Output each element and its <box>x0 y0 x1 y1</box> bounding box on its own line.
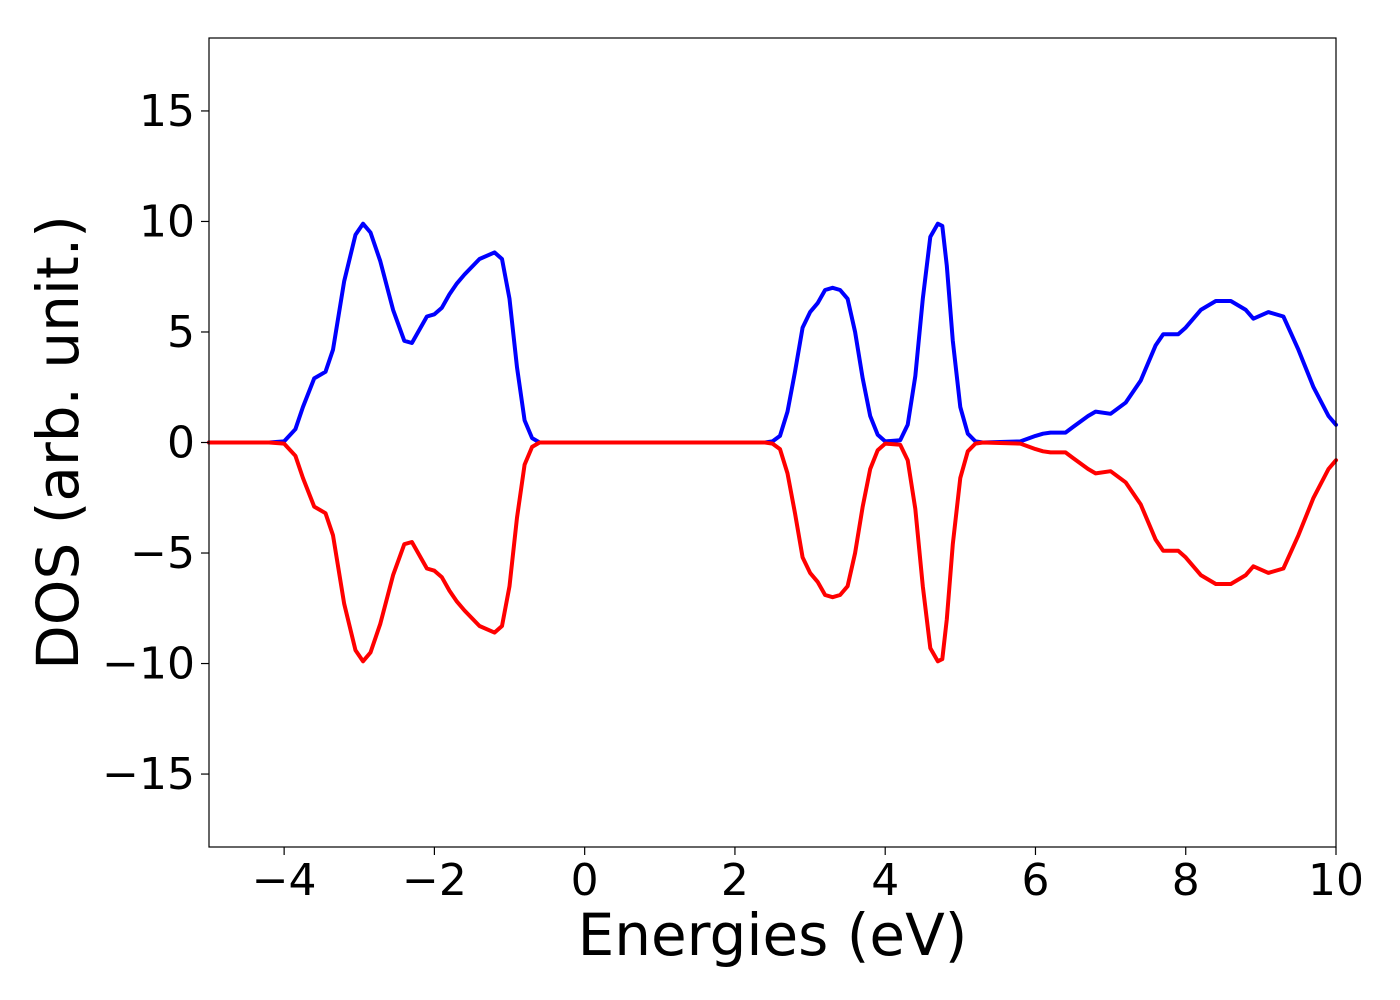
x-tick-label: 10 <box>1308 855 1364 906</box>
y-tick-label: −5 <box>130 528 195 579</box>
y-tick-label: −10 <box>102 639 195 690</box>
dos-spin-up-line <box>207 221 1338 445</box>
dos-spin-down-line <box>207 440 1338 664</box>
series-layer <box>207 221 1338 664</box>
x-axis-label: Energies (eV) <box>578 901 968 969</box>
y-axis-label: DOS (arb. unit.) <box>24 215 92 670</box>
x-tick-label: 4 <box>871 855 899 906</box>
x-tick-label: −4 <box>252 855 317 906</box>
y-axis-ticks: −15 −10 −5 0 5 10 15 <box>102 86 209 800</box>
y-tick-label: 15 <box>139 86 195 137</box>
y-tick-label: 5 <box>167 307 195 358</box>
x-tick-label: 6 <box>1021 855 1049 906</box>
x-tick-label: 0 <box>571 855 599 906</box>
x-tick-label: 2 <box>721 855 749 906</box>
y-tick-label: −15 <box>102 749 195 800</box>
x-tick-label: −2 <box>402 855 467 906</box>
x-tick-label: 8 <box>1172 855 1200 906</box>
y-tick-label: 10 <box>139 196 195 247</box>
y-tick-label: 0 <box>167 418 195 469</box>
x-axis-ticks: −4 −2 0 2 4 6 8 10 <box>252 847 1364 906</box>
